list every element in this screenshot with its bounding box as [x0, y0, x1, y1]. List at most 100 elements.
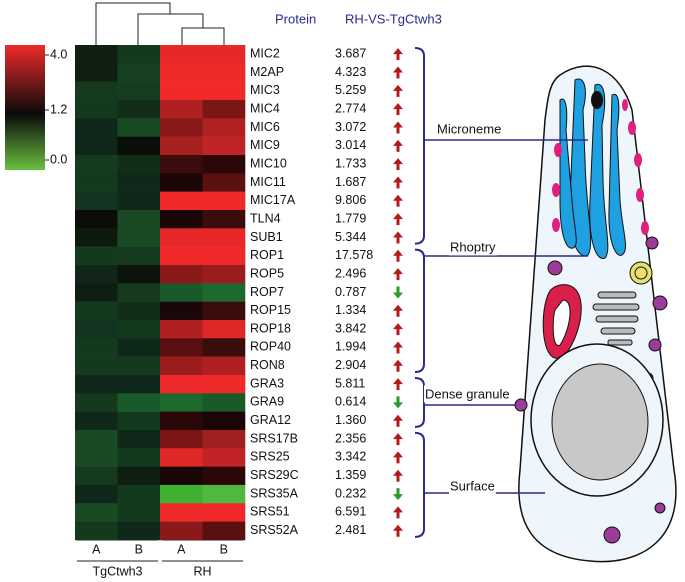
heatmap-cell: [117, 301, 161, 321]
up-arrow: [393, 341, 403, 354]
up-arrow: [393, 66, 403, 79]
label-background: [436, 120, 503, 138]
heatmap-cell: [75, 191, 118, 211]
ratio: 3.842: [335, 321, 366, 335]
heatmap-cell: [117, 63, 161, 82]
heatmap-cell: [160, 118, 203, 137]
heatmap-cell: [160, 99, 203, 119]
heatmap-cell: [75, 503, 118, 522]
up-arrow: [393, 304, 403, 317]
heatmap-cell: [117, 246, 161, 266]
heatmap-cell: [202, 246, 246, 266]
protein-name: SRS29C: [250, 468, 299, 482]
ratio: 3.072: [335, 120, 366, 134]
protein-name: ROP40: [250, 340, 291, 354]
sample-label: B: [135, 542, 143, 556]
heatmap-cell: [202, 154, 246, 174]
ratio: 5.344: [335, 230, 366, 244]
protein-name: ROP1: [250, 248, 284, 262]
dendrogram: [95, 2, 225, 45]
heatmap-cell: [160, 283, 203, 302]
up-arrow: [393, 323, 403, 336]
label-background: [424, 385, 511, 403]
heatmap-cell: [117, 118, 161, 137]
heatmap-cell: [202, 173, 246, 192]
heatmap-cell: [75, 356, 118, 376]
heatmap-cell: [160, 209, 203, 229]
heatmap-cell: [160, 484, 203, 504]
heatmap-cell: [117, 319, 161, 339]
up-arrow: [393, 506, 403, 519]
up-arrow: [393, 524, 403, 537]
heatmap-cell: [117, 338, 161, 357]
protein-name: SRS17B: [250, 431, 298, 445]
heatmap-cell: [75, 81, 118, 101]
heatmap-cell: [75, 411, 118, 431]
heatmap-cell: [202, 338, 246, 357]
heatmap-cell: [117, 356, 161, 376]
heatmap-cell: [75, 283, 118, 302]
up-arrow: [393, 451, 403, 464]
heatmap-cell: [202, 228, 246, 247]
heatmap-cell: [160, 154, 203, 174]
heatmap-cell: [75, 209, 118, 229]
ratio: 0.614: [335, 395, 366, 409]
heatmap-cell: [75, 466, 118, 486]
up-arrow: [393, 433, 403, 446]
heatmap-cell: [202, 429, 246, 449]
heatmap-cell: [75, 99, 118, 119]
heatmap-cell: [202, 136, 246, 156]
heatmap-cell: [202, 301, 246, 321]
heatmap-cell: [160, 411, 203, 431]
heatmap-cell: [117, 154, 161, 174]
protein-name: SRS52A: [250, 523, 299, 537]
heatmap-cell: [117, 411, 161, 431]
heatmap-cell: [160, 246, 203, 266]
heatmap-cell: [160, 45, 203, 64]
up-arrow: [393, 213, 403, 226]
up-arrow: [393, 359, 403, 372]
heatmap-cell: [117, 393, 161, 412]
group-label: Dense granule: [425, 386, 510, 401]
down-arrow: [393, 396, 403, 409]
ratio: 5.259: [335, 83, 366, 97]
up-arrow: [393, 139, 403, 152]
heatmap-cell: [202, 81, 246, 101]
protein-name: SRS51: [250, 505, 290, 519]
up-arrow: [393, 158, 403, 171]
protein-name: SRS35A: [250, 486, 299, 500]
protein-name: MIC3: [250, 83, 280, 97]
colorbar: [5, 45, 45, 170]
heatmap-cell: [202, 356, 246, 376]
group-label: Surface: [450, 478, 495, 493]
heatmap-cell: [117, 191, 161, 211]
protein-name: GRA3: [250, 376, 284, 390]
heatmap-cell: [117, 283, 161, 302]
heatmap-cell: [202, 45, 246, 64]
heatmap-cell: [75, 374, 118, 394]
heatmap-cell: [160, 319, 203, 339]
heatmap-cell: [160, 338, 203, 357]
heatmap-cell: [202, 411, 246, 431]
heatmap-cell: [202, 63, 246, 82]
up-arrow: [393, 469, 403, 482]
heatmap-cell: [160, 136, 203, 156]
bracket: [414, 248, 425, 373]
protein-name: RON8: [250, 358, 285, 372]
heatmap-cell: [202, 484, 246, 504]
heatmap-cell: [160, 81, 203, 101]
label-background: [449, 477, 496, 495]
heatmap-cell: [202, 503, 246, 522]
ratio: 1.360: [335, 413, 366, 427]
heatmap-cell: [202, 118, 246, 137]
protein-name: GRA12: [250, 413, 291, 427]
ratio: 0.787: [335, 285, 366, 299]
ratio: 2.356: [335, 431, 366, 445]
heatmap-cell: [160, 503, 203, 522]
protein-name: TLN4: [250, 211, 281, 225]
ratio: 0.232: [335, 486, 366, 500]
heatmap-cell: [202, 99, 246, 119]
protein-name: MIC11: [250, 175, 286, 189]
protein-name: SUB1: [250, 230, 283, 244]
heatmap-cell: [75, 154, 118, 174]
